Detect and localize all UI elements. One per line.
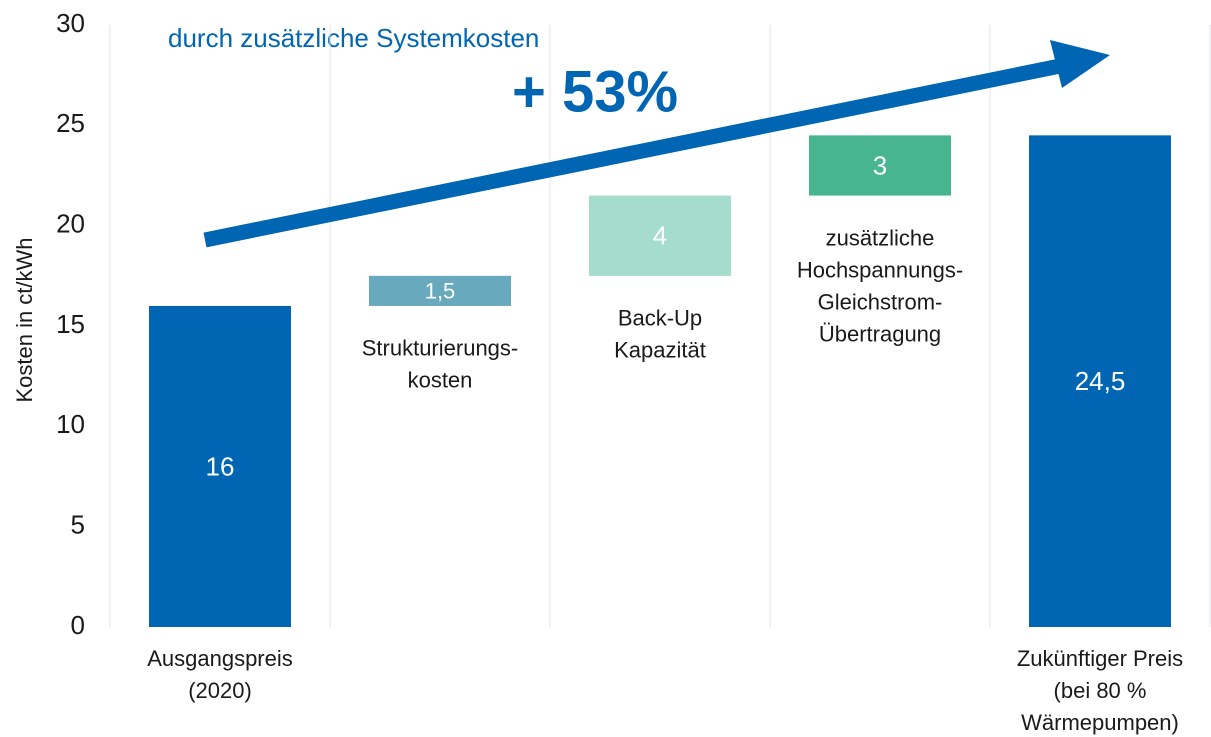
marks: 16 Ausgangspreis (2020) 1,5 Strukturierungs-… [147, 135, 1183, 735]
y-tick-label: 5 [71, 510, 85, 540]
bar [589, 195, 731, 276]
category-label: Back-Up [618, 306, 702, 331]
bar [369, 275, 511, 306]
category-label: Wärmepumpen) [1021, 710, 1179, 735]
arrow-shaft [203, 58, 1062, 248]
category-label: Kapazität [614, 338, 706, 363]
category-label: Strukturierungs- [362, 336, 519, 361]
value-label: 16 [206, 451, 235, 481]
bar [1029, 135, 1171, 627]
category-label: Gleichstrom- [818, 289, 943, 314]
y-tick-label: 0 [71, 610, 85, 640]
value-label: 3 [873, 150, 887, 180]
category-label: Übertragung [819, 321, 941, 346]
bar [149, 305, 291, 627]
category-label: zusätzliche [826, 225, 935, 250]
value-label: 4 [653, 221, 667, 251]
y-tick-label: 30 [56, 8, 85, 38]
y-tick-label: 25 [56, 108, 85, 138]
arrow-head [1050, 40, 1110, 88]
category-label: kosten [408, 368, 473, 393]
y-tick-label: 10 [56, 409, 85, 439]
y-tick-label: 15 [56, 309, 85, 339]
category-label: Zukünftiger Preis [1017, 646, 1183, 671]
y-axis-label: Kosten in ct/kWh [12, 237, 37, 402]
y-tick-label: 20 [56, 209, 85, 239]
value-label: 1,5 [425, 279, 456, 304]
category-label: (bei 80 % [1054, 678, 1147, 703]
bar [809, 135, 951, 196]
category-label: Ausgangspreis [147, 646, 293, 671]
grid: 0 5 10 15 20 25 30 [56, 8, 1211, 640]
category-label: Hochspannungs- [797, 257, 963, 282]
annotation: durch zusätzliche Systemkosten [168, 23, 539, 53]
category-label: (2020) [188, 678, 252, 703]
value-label: 24,5 [1075, 366, 1126, 396]
annotation: + 53% [512, 59, 678, 124]
